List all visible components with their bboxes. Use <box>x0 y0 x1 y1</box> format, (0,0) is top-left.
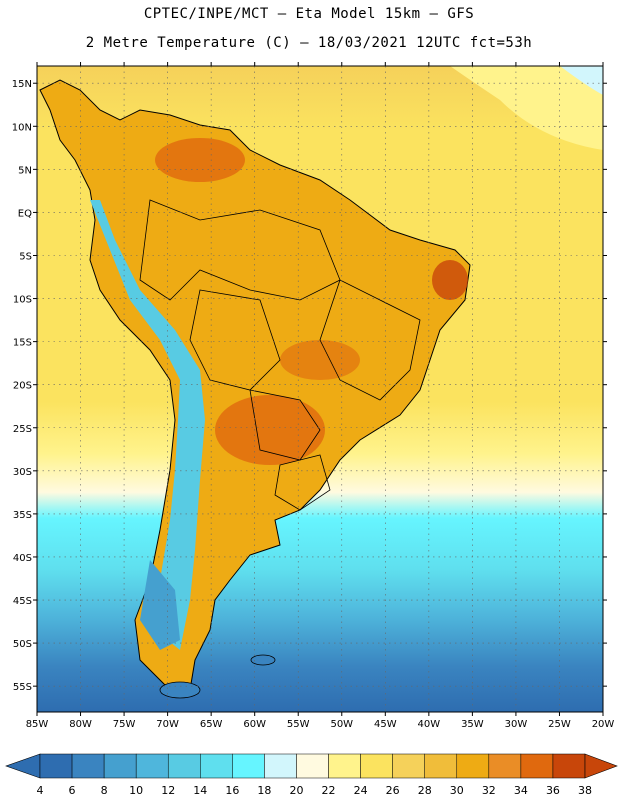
lon-tick-label: 75W <box>113 719 136 730</box>
falkland-islands <box>250 654 276 666</box>
andes-cold-belt <box>90 200 205 650</box>
colorbar-swatch <box>39 753 73 779</box>
colorbar-swatch <box>552 753 586 779</box>
lat-tick-label: 35S <box>13 510 32 521</box>
colorbar-swatch <box>488 753 522 779</box>
lon-tick-label: 55W <box>287 719 310 730</box>
lat-tick-label: 5N <box>18 165 32 176</box>
map-title-line1: CPTEC/INPE/MCT – Eta Model 15km – GFS <box>143 6 475 22</box>
lon-tick-label: 60W <box>243 719 266 730</box>
colorbar-swatch <box>71 753 105 779</box>
colorbar-label: 20 <box>289 784 303 797</box>
north-atlantic-cool-area <box>450 66 603 150</box>
lat-tick-label: 45S <box>13 596 32 607</box>
colorbar-swatch <box>424 753 458 779</box>
colorbar-swatch <box>135 753 169 779</box>
lon-tick-label: 80W <box>69 719 92 730</box>
lat-tick-label: 25S <box>13 424 32 435</box>
hot-area-south <box>215 395 325 465</box>
border-uruguay <box>274 454 331 511</box>
graticule <box>37 66 603 712</box>
lat-tick-label: 50S <box>13 639 32 650</box>
lat-tick-label: 20S <box>13 381 32 392</box>
colorbar-low-arrow <box>5 753 41 779</box>
colorbar-label: 24 <box>354 784 368 797</box>
colorbar-high-arrow <box>584 753 618 779</box>
lat-tick-label: 5S <box>19 251 32 262</box>
hot-area-northeast <box>432 260 468 300</box>
borders-brazil-states <box>319 279 421 401</box>
colorbar-swatch <box>392 753 425 779</box>
colorbar-swatch <box>456 753 490 779</box>
colorbar-label: 32 <box>482 784 496 797</box>
colorbar-label: 26 <box>386 784 400 797</box>
lon-tick-label: 25W <box>548 719 571 730</box>
colorbar-label: 30 <box>450 784 464 797</box>
lat-tick-label: 10N <box>12 122 32 133</box>
colorbar-swatch <box>520 753 554 779</box>
lat-tick-label: 30S <box>13 467 32 478</box>
lon-tick-label: 85W <box>26 719 49 730</box>
colorbar-label: 6 <box>69 784 76 797</box>
lat-tick-label: 10S <box>13 295 32 306</box>
lon-tick-label: 65W <box>200 719 223 730</box>
lon-tick-label: 70W <box>156 719 179 730</box>
hot-area-north <box>155 138 245 182</box>
temperature-colorbar: 4 6 8 10 12 14 16 18 20 22 24 26 28 30 32 34 36 38 <box>5 753 618 797</box>
colorbar-label: 18 <box>257 784 271 797</box>
colorbar-label: 28 <box>418 784 432 797</box>
colorbar-swatch <box>296 753 329 779</box>
colorbar-swatch <box>167 753 201 779</box>
lon-tick-label: 35W <box>461 719 484 730</box>
colorbar-label: 36 <box>546 784 560 797</box>
colorbar-swatch <box>264 753 297 779</box>
colorbar-label: 12 <box>161 784 175 797</box>
map-title-line2: 2 Metre Temperature (C) – 18/03/2021 12U… <box>85 35 533 51</box>
colorbar-label: 34 <box>514 784 528 797</box>
map-frame <box>36 65 604 713</box>
lon-tick-label: 45W <box>374 719 397 730</box>
colorbar-swatch <box>360 753 393 779</box>
lon-tick-label: 40W <box>418 719 441 730</box>
colorbar-label: 4 <box>37 784 44 797</box>
lon-tick-label: 50W <box>330 719 353 730</box>
lat-tick-label: 40S <box>13 553 32 564</box>
lat-tick-label: 15S <box>13 338 32 349</box>
colorbar-label: 14 <box>193 784 207 797</box>
lat-tick-label: 15N <box>12 79 32 90</box>
colorbar-label: 38 <box>578 784 592 797</box>
colorbar-swatch <box>200 753 233 779</box>
colorbar-swatch <box>328 753 361 779</box>
borders-north <box>139 199 341 301</box>
hot-area-central <box>280 340 360 380</box>
colorbar-swatch <box>103 753 137 779</box>
colorbar-label: 8 <box>101 784 108 797</box>
map-axes: 15N 10N 5N EQ 5S 10S 15S 20S 25S 30S 35S 40S 45S 50S 5… <box>12 62 615 730</box>
lon-tick-label: 30W <box>505 719 528 730</box>
lat-tick-label: 55S <box>13 682 32 693</box>
colorbar-label: 16 <box>225 784 239 797</box>
north-atlantic-cold-area <box>560 66 603 95</box>
colorbar-label: 22 <box>322 784 336 797</box>
tierra-del-fuego <box>159 681 201 699</box>
patagonia-cold-area <box>140 560 180 650</box>
border-paraguay <box>249 389 321 461</box>
lat-tick-label: EQ <box>18 208 32 219</box>
colorbar-label: 10 <box>129 784 143 797</box>
colorbar-swatch <box>232 753 265 779</box>
lon-tick-label: 20W <box>592 719 615 730</box>
